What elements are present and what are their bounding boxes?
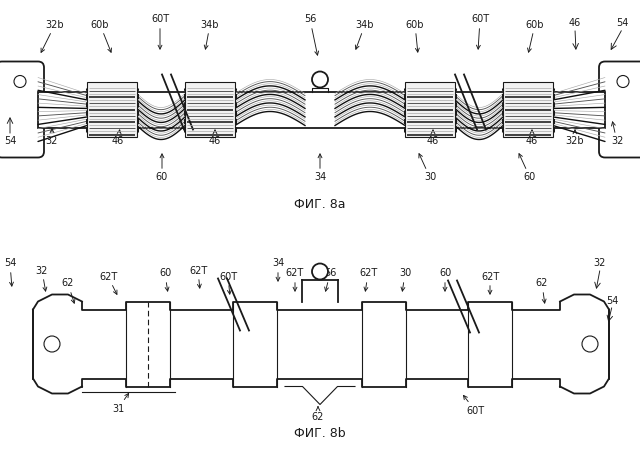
Bar [503, 82, 553, 136]
Circle shape [44, 336, 60, 352]
Text: 34b: 34b [355, 20, 374, 49]
Text: 60b: 60b [525, 20, 544, 52]
Text: 34: 34 [272, 258, 284, 281]
Text: 46: 46 [569, 17, 581, 27]
Text: 56: 56 [324, 268, 336, 291]
Text: 30: 30 [399, 268, 411, 291]
FancyBboxPatch shape [599, 61, 640, 158]
Text: 62T: 62T [189, 266, 207, 288]
Text: ФИГ. 8b: ФИГ. 8b [294, 427, 346, 440]
Text: 62: 62 [312, 407, 324, 421]
Text: 34b: 34b [201, 20, 220, 49]
Text: 31: 31 [112, 393, 129, 414]
Text: 34: 34 [314, 154, 326, 182]
Text: 32b: 32b [41, 20, 64, 52]
Text: 62T: 62T [359, 268, 377, 291]
Text: 54: 54 [4, 258, 16, 286]
Text: 60T: 60T [151, 15, 169, 49]
Text: 60T: 60T [471, 15, 489, 49]
Text: 60: 60 [159, 268, 171, 291]
Circle shape [582, 336, 598, 352]
Text: 62T: 62T [99, 272, 117, 294]
Circle shape [14, 76, 26, 87]
Text: 32: 32 [36, 266, 48, 291]
Bar [87, 82, 137, 136]
Text: 30: 30 [419, 154, 436, 182]
FancyBboxPatch shape [0, 61, 44, 158]
Text: 54: 54 [606, 295, 618, 305]
Text: 60b: 60b [91, 20, 111, 52]
Text: 32: 32 [611, 122, 623, 147]
Text: 54: 54 [4, 136, 16, 147]
Text: 56: 56 [304, 15, 319, 55]
Circle shape [312, 263, 328, 279]
Text: 46: 46 [209, 130, 221, 147]
Text: 62T: 62T [481, 272, 499, 294]
Text: 60: 60 [519, 154, 536, 182]
Text: 46: 46 [427, 130, 439, 147]
Text: 62T: 62T [286, 268, 304, 291]
Bar [185, 82, 235, 136]
Text: 32: 32 [594, 258, 606, 268]
Text: 62: 62 [62, 278, 75, 303]
Text: 60T: 60T [219, 272, 237, 294]
Bar [38, 92, 605, 127]
Circle shape [617, 76, 629, 87]
Text: ФИГ. 8a: ФИГ. 8a [294, 198, 346, 211]
Text: 62: 62 [536, 278, 548, 303]
Text: 60b: 60b [406, 20, 424, 52]
Bar [405, 82, 455, 136]
Text: 46: 46 [526, 130, 538, 147]
Text: 54: 54 [616, 17, 628, 27]
Text: 60: 60 [439, 268, 451, 291]
Text: 46: 46 [112, 130, 124, 147]
Text: 32: 32 [46, 129, 58, 147]
Circle shape [312, 71, 328, 87]
Text: 60T: 60T [463, 395, 484, 415]
Text: 60: 60 [156, 154, 168, 182]
Text: 32b: 32b [566, 130, 584, 147]
